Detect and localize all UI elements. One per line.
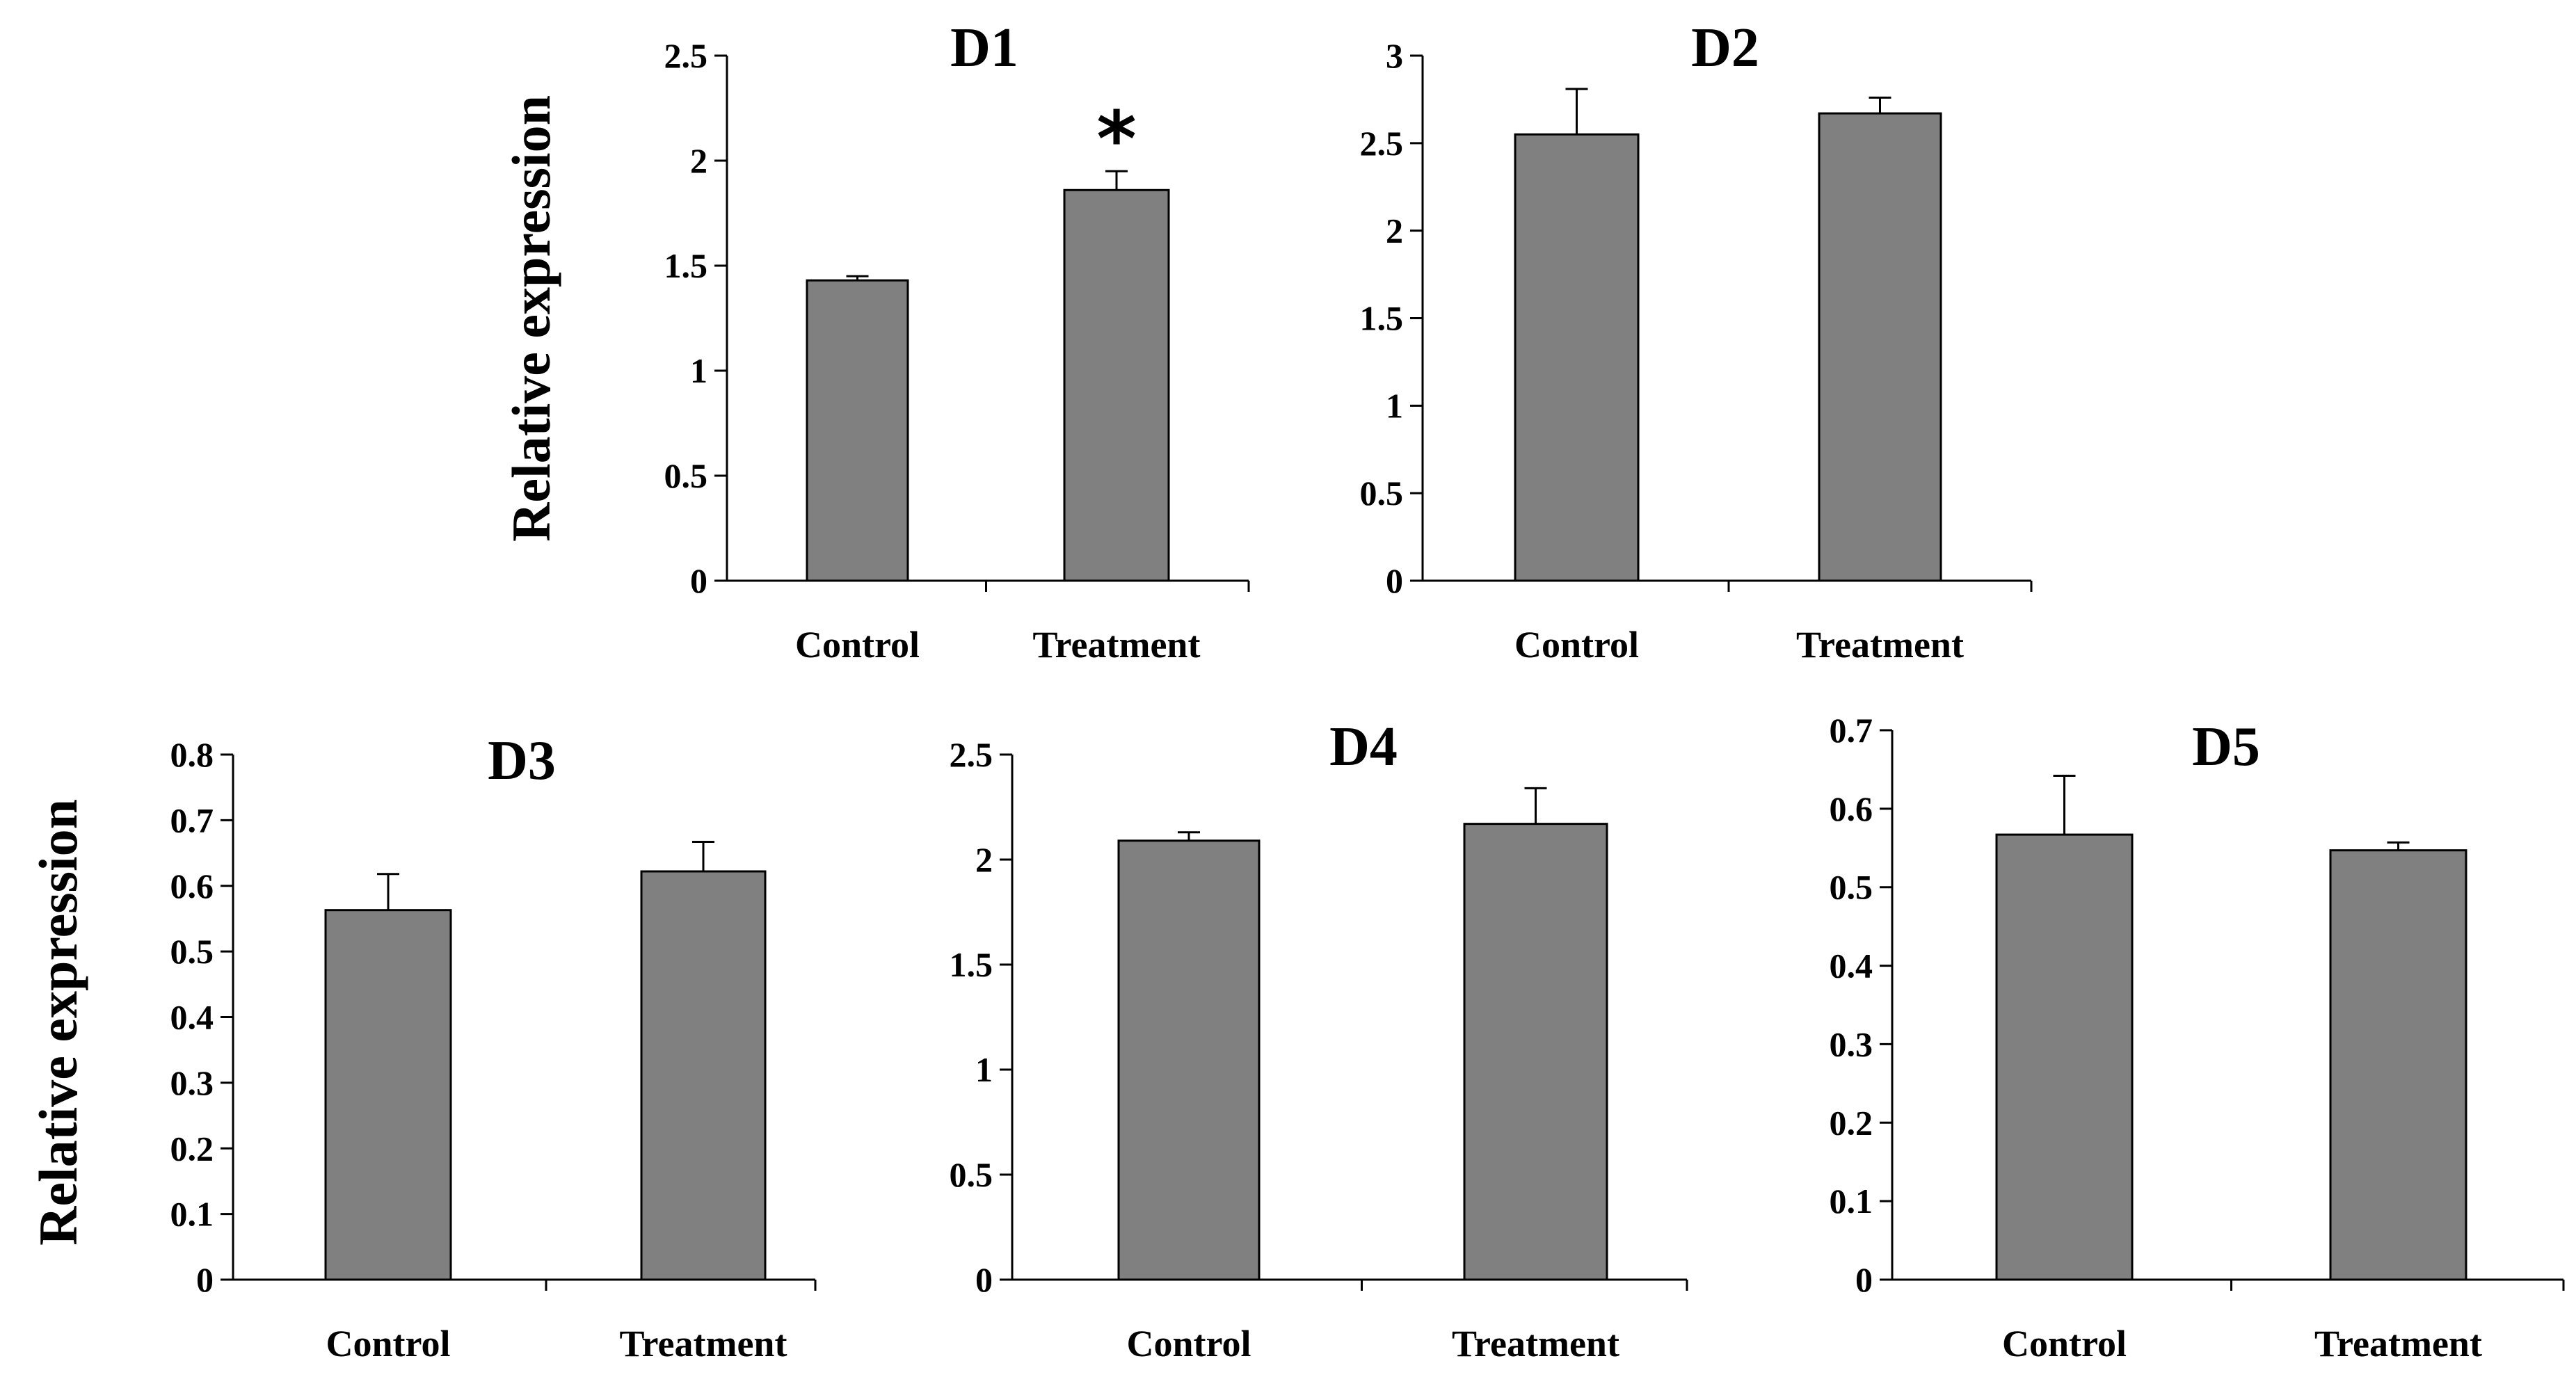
panel-d4-category-label-control: Control xyxy=(1126,1323,1251,1364)
panel-d5-ytick-label-7: 0.7 xyxy=(1830,711,1873,750)
panel-d1-ytick-label-0: 0 xyxy=(690,561,707,600)
panel-d3-ytick-label-4: 0.4 xyxy=(170,998,214,1037)
panel-d3-bar-treatment xyxy=(640,870,767,1281)
panel-d1-ylabel: Relative expression xyxy=(501,95,561,542)
panel-d3-category-label-treatment: Treatment xyxy=(620,1323,787,1364)
panel-d4-ytick-label-4: 2 xyxy=(975,840,993,879)
panel-d4-bar-treatment xyxy=(1463,823,1608,1281)
panel-d1-bar-treatment xyxy=(1063,188,1170,582)
panel-d5-bar-treatment xyxy=(2329,849,2467,1281)
panel-d5-ytick-label-5: 0.5 xyxy=(1830,868,1873,907)
panel-d5-ytick-label-0: 0 xyxy=(1855,1260,1873,1299)
panel-d3-ytick-label-1: 0.1 xyxy=(170,1195,214,1234)
panel-d5-title: D5 xyxy=(2192,716,2260,778)
panel-d5-ytick-label-4: 0.4 xyxy=(1830,947,1873,985)
panel-d3-ytick-label-0: 0 xyxy=(196,1260,214,1299)
panel-d3-ytick-label-5: 0.5 xyxy=(170,932,214,971)
panel-d2-ytick-label-1: 0.5 xyxy=(1360,474,1404,513)
panel-d5-ytick-label-2: 0.2 xyxy=(1830,1103,1873,1142)
panel-d4-ytick-label-3: 1.5 xyxy=(950,945,993,984)
panel-d3-title: D3 xyxy=(488,730,556,791)
panel-d1-category-label-treatment: Treatment xyxy=(1033,624,1201,666)
panel-d1-ytick-label-1: 0.5 xyxy=(664,456,708,495)
panel-d3-ytick-label-6: 0.6 xyxy=(170,867,214,905)
panel-d1-category-label-control: Control xyxy=(795,624,920,666)
panel-d2-ytick-label-5: 2.5 xyxy=(1360,124,1404,163)
panel-d2-title: D2 xyxy=(1691,17,1759,79)
panel-d1-ytick-label-4: 2 xyxy=(690,141,707,180)
panel-d1-significance-mark-0: * xyxy=(1096,95,1137,184)
panel-d4-ytick-label-5: 2.5 xyxy=(950,735,993,774)
panel-d4-ytick-label-1: 0.5 xyxy=(950,1155,993,1194)
panel-d3-ylabel: Relative expression xyxy=(28,799,88,1246)
panel-d3-ytick-label-7: 0.7 xyxy=(170,800,214,839)
panel-d5-category-label-treatment: Treatment xyxy=(2314,1323,2482,1364)
panel-d1-ytick-label-2: 1 xyxy=(690,351,707,390)
panel-d2-ytick-label-2: 1 xyxy=(1386,386,1403,425)
panel-d5-ytick-label-6: 0.6 xyxy=(1830,789,1873,828)
panel-d2-category-label-control: Control xyxy=(1514,624,1639,666)
panel-d2-category-label-treatment: Treatment xyxy=(1796,624,1964,666)
panel-d2-bar-treatment xyxy=(1818,112,1942,582)
panel-d3-ytick-label-3: 0.3 xyxy=(170,1063,214,1102)
panel-d1-ytick-label-5: 2.5 xyxy=(664,36,708,75)
panel-d5-bar-control xyxy=(1995,833,2134,1281)
panel-d3-category-label-control: Control xyxy=(326,1323,450,1364)
panel-d4-ytick-label-0: 0 xyxy=(975,1260,993,1299)
panel-d2-ytick-label-3: 1.5 xyxy=(1360,299,1404,338)
panel-d5-ytick-label-1: 0.1 xyxy=(1830,1182,1873,1221)
panel-d2-ytick-label-4: 2 xyxy=(1386,211,1403,250)
panel-d1-ytick-label-3: 1.5 xyxy=(664,246,708,285)
panel-d4-ytick-label-2: 1 xyxy=(975,1050,993,1089)
panel-d4-category-label-treatment: Treatment xyxy=(1452,1323,1619,1364)
panel-d2-ytick-label-0: 0 xyxy=(1386,561,1403,600)
panel-d3-bar-control xyxy=(324,909,452,1281)
panel-d3-ytick-label-8: 0.8 xyxy=(170,735,214,774)
panel-d2-bar-control xyxy=(1514,133,1640,582)
panel-d3-ytick-label-2: 0.2 xyxy=(170,1129,214,1168)
panel-d5-ytick-label-3: 0.3 xyxy=(1830,1024,1873,1063)
panel-d1-title: D1 xyxy=(950,17,1018,79)
panel-d1-bar-control xyxy=(806,279,909,582)
panel-d4-bar-control xyxy=(1117,839,1261,1281)
panel-d2-ytick-label-6: 3 xyxy=(1386,36,1403,75)
panel-d5-category-label-control: Control xyxy=(2002,1323,2127,1364)
panel-d4-title: D4 xyxy=(1329,716,1398,778)
